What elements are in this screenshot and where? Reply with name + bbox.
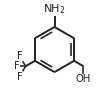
Text: OH: OH xyxy=(76,74,91,84)
Text: F: F xyxy=(14,61,19,71)
Text: F: F xyxy=(17,51,22,61)
Text: F: F xyxy=(17,72,22,82)
Text: NH$_2$: NH$_2$ xyxy=(43,2,66,16)
